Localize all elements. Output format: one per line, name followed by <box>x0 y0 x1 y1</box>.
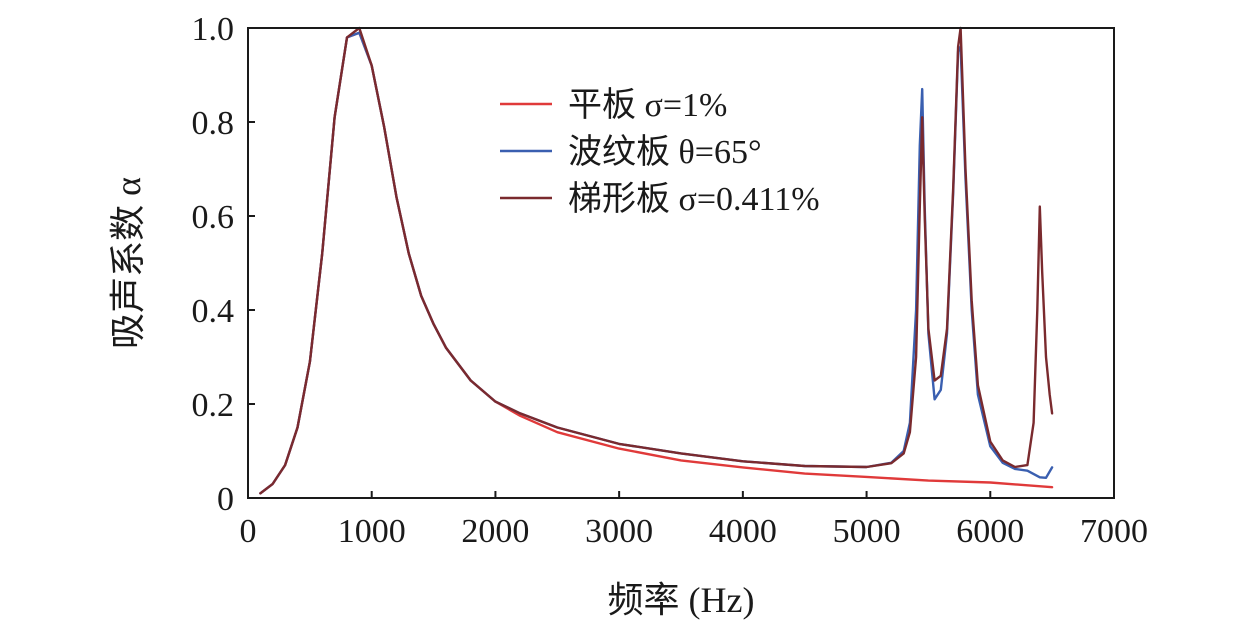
series-layer <box>259 26 1054 495</box>
y-tick-label: 0 <box>217 481 234 518</box>
y-tick-label: 0.8 <box>192 105 235 142</box>
x-tick-label: 5000 <box>833 513 901 550</box>
legend-label-3: 梯形板 σ=0.411% <box>568 180 820 218</box>
x-tick-label: 6000 <box>956 513 1024 550</box>
y-axis-title: 吸声系数 α <box>108 177 148 349</box>
y-tick-label: 1.0 <box>192 11 235 48</box>
x-axis-title: 频率 (Hz) <box>608 580 755 620</box>
y-axis-ticks: 0 0.2 0.4 0.6 0.8 1.0 <box>192 11 255 518</box>
series-line-3 <box>259 26 1054 495</box>
x-tick-label: 2000 <box>461 513 529 550</box>
y-tick-label: 0.4 <box>192 293 235 330</box>
x-axis-ticks: 0 1000 2000 3000 4000 5000 6000 7000 <box>240 491 1148 550</box>
y-tick-label: 0.2 <box>192 387 235 424</box>
x-tick-label: 0 <box>240 513 257 550</box>
x-tick-label: 1000 <box>338 513 406 550</box>
x-tick-label: 7000 <box>1080 513 1148 550</box>
x-tick-label: 4000 <box>709 513 777 550</box>
legend-label-1: 平板 σ=1% <box>568 86 727 124</box>
y-tick-label: 0.6 <box>192 199 235 236</box>
plot-frame <box>247 27 1115 499</box>
legend: 平板 σ=1% 波纹板 θ=65° 梯形板 σ=0.411% <box>500 86 820 218</box>
x-tick-label: 3000 <box>585 513 653 550</box>
legend-label-2: 波纹板 θ=65° <box>568 133 762 171</box>
